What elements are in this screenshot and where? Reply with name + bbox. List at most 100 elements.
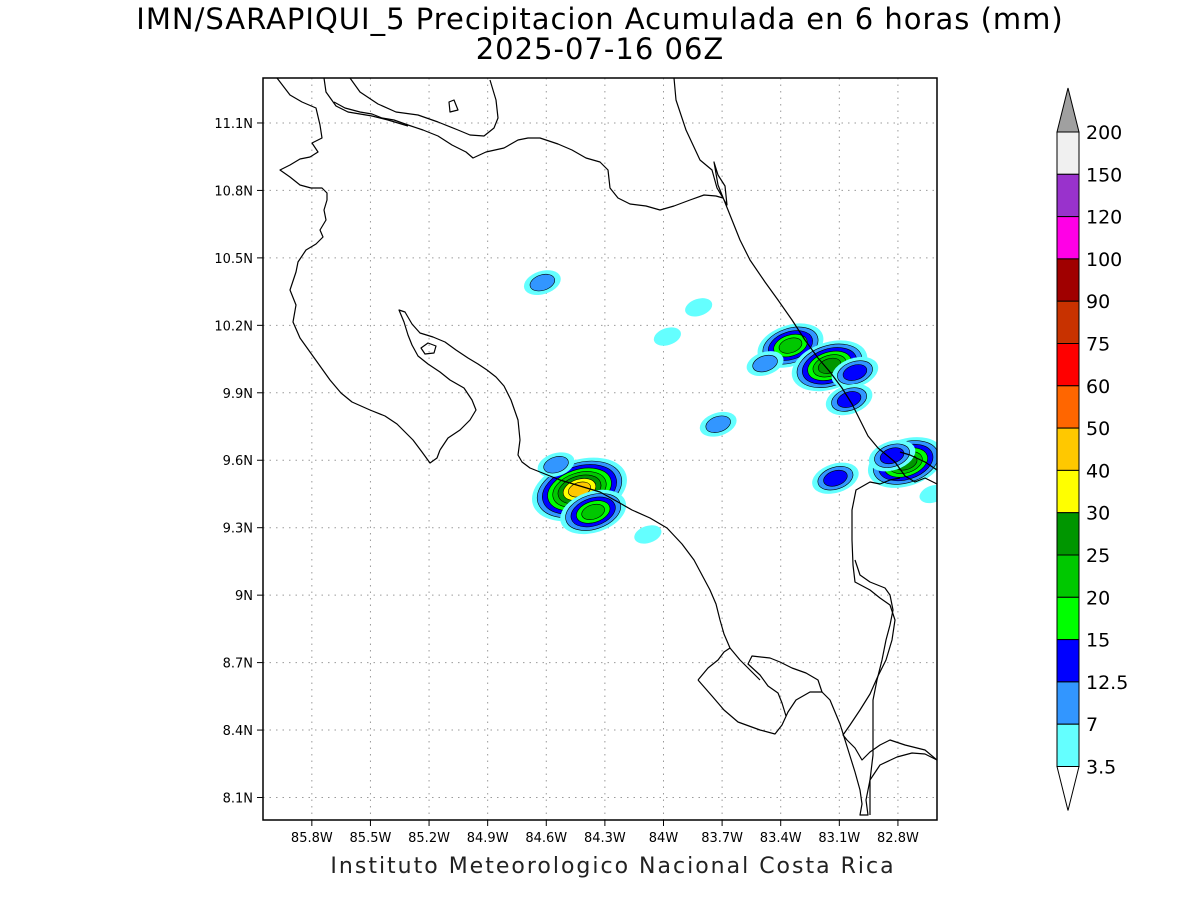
legend-label: 40 [1086, 460, 1110, 482]
legend-color-swatch [1056, 681, 1080, 725]
longitude-axis-labels: 85.8W 85.5W 85.2W 84.9W 84.6W 84.3W 84W 83.7W 83… [291, 831, 919, 846]
precip-contour [705, 415, 731, 433]
nicoya-island [420, 342, 437, 355]
lon-tick-label: 84W [649, 831, 679, 846]
precip-contour [823, 469, 848, 487]
lon-tick-label: 83.4W [760, 831, 802, 846]
precip-contour [685, 298, 713, 317]
lon-tick-label: 85.2W [408, 831, 450, 846]
lat-tick-label: 10.5N [214, 252, 253, 267]
nicaragua-costa-rica-border [333, 101, 724, 211]
osa-peninsula [697, 647, 823, 735]
precip-contour [778, 337, 803, 354]
legend-label: 75 [1086, 334, 1110, 356]
lat-tick-label: 8.7N [223, 657, 253, 672]
legend-color-swatch [1056, 385, 1080, 429]
legend-color-swatch [1056, 300, 1080, 345]
legend-label: 25 [1086, 545, 1110, 567]
map-background [263, 78, 937, 820]
map-frame [262, 77, 938, 821]
legend-label: 7 [1086, 714, 1098, 736]
precip-cell [523, 270, 561, 296]
precip-cell [868, 440, 916, 472]
legend-color-swatch [1056, 554, 1080, 598]
legend-label: 200 [1086, 122, 1122, 144]
map-panel: 85.8W 85.5W 85.2W 84.9W 84.6W 84.3W 84W 83.7W 83… [214, 77, 938, 846]
legend-color-swatch [1056, 131, 1080, 175]
lon-tick-label: 83.7W [701, 831, 743, 846]
precip-contour [752, 354, 778, 373]
latitude-axis-labels: 11.1N 10.8N 10.5N 10.2N 9.9N 9.6N 9.3N 9N 8.7N 8.… [214, 117, 253, 807]
precip-cell [812, 462, 859, 494]
legend-color-swatch [1056, 216, 1080, 260]
lon-tick-label: 84.6W [525, 831, 567, 846]
coastlines-and-borders [276, 78, 937, 816]
nicoya-gulf-coast [398, 309, 541, 473]
lat-tick-label: 9.9N [223, 387, 253, 402]
panama-caribbean-coast [899, 451, 937, 471]
lon-tick-label: 84.9W [467, 831, 509, 846]
legend-label: 150 [1086, 164, 1122, 186]
lat-tick-label: 9N [235, 589, 253, 604]
legend-color-swatch [1056, 173, 1080, 218]
precipitation-contours [523, 270, 937, 544]
legend-label: 20 [1086, 587, 1110, 609]
legend-label: 12.5 [1086, 672, 1128, 694]
color-legend: 200 150 120 100 90 75 60 50 40 30 25 20 15 12.5 7 3.5 [1056, 87, 1128, 811]
footer-credit: Instituto Meteorologico Nacional Costa R… [330, 854, 896, 879]
legend-label: 30 [1086, 503, 1110, 525]
legend-label: 120 [1086, 207, 1122, 229]
legend-color-swatch [1056, 469, 1080, 514]
precip-cell [746, 351, 784, 376]
precip-contour [581, 503, 605, 520]
precip-cell [634, 525, 662, 544]
lon-tick-label: 83.1W [818, 831, 860, 846]
legend-label: 50 [1086, 418, 1110, 440]
lake-nicaragua-shore [323, 78, 499, 137]
legend-label: 60 [1086, 376, 1110, 398]
legend-over-arrow [1056, 87, 1080, 133]
legend-color-swatch [1056, 512, 1080, 556]
legend-color-swatch [1056, 639, 1080, 683]
legend-label: 90 [1086, 291, 1110, 313]
lat-tick-label: 10.8N [214, 184, 253, 199]
lon-tick-label: 85.5W [350, 831, 392, 846]
lat-tick-label: 11.1N [214, 117, 253, 132]
precip-contour [842, 364, 868, 381]
legend-color-swatch [1056, 596, 1080, 641]
lat-tick-label: 9.3N [223, 522, 253, 537]
central-pacific-coast [539, 471, 761, 681]
precip-cell [653, 327, 681, 346]
precip-cell [685, 298, 713, 317]
legend-color-swatch [1056, 343, 1080, 387]
precip-contour [543, 456, 569, 474]
legend-label: 3.5 [1086, 757, 1116, 779]
nicaragua-pacific-coast [276, 78, 441, 464]
lon-tick-label: 82.8W [877, 831, 919, 846]
map-subtitle: 2025-07-16 06Z [475, 32, 725, 66]
precip-contour [529, 273, 556, 292]
precip-contour [653, 327, 681, 346]
legend-color-swatch [1056, 427, 1080, 471]
burica-peninsula-coast [821, 691, 937, 816]
precip-cell [699, 411, 737, 437]
precip-contour [879, 447, 905, 465]
precip-cell [919, 484, 937, 504]
ometepe-island [448, 99, 459, 113]
graticule-grid [257, 78, 937, 826]
precip-cell [560, 489, 627, 535]
lat-tick-label: 8.4N [223, 724, 253, 739]
precip-contour [919, 484, 937, 504]
precip-contour [634, 525, 662, 544]
legend-label: 15 [1086, 630, 1110, 652]
legend-color-swatch [1056, 723, 1080, 768]
costa-rica-panama-border [854, 559, 894, 815]
map-title: IMN/SARAPIQUI_5 Precipitacion Acumulada … [136, 2, 1064, 36]
precip-cell [831, 356, 879, 389]
lat-tick-label: 10.2N [214, 319, 253, 334]
lon-tick-label: 85.8W [291, 831, 333, 846]
legend-label: 100 [1086, 249, 1122, 271]
legend-color-swatch [1056, 258, 1080, 302]
caribbean-coast [673, 78, 937, 485]
